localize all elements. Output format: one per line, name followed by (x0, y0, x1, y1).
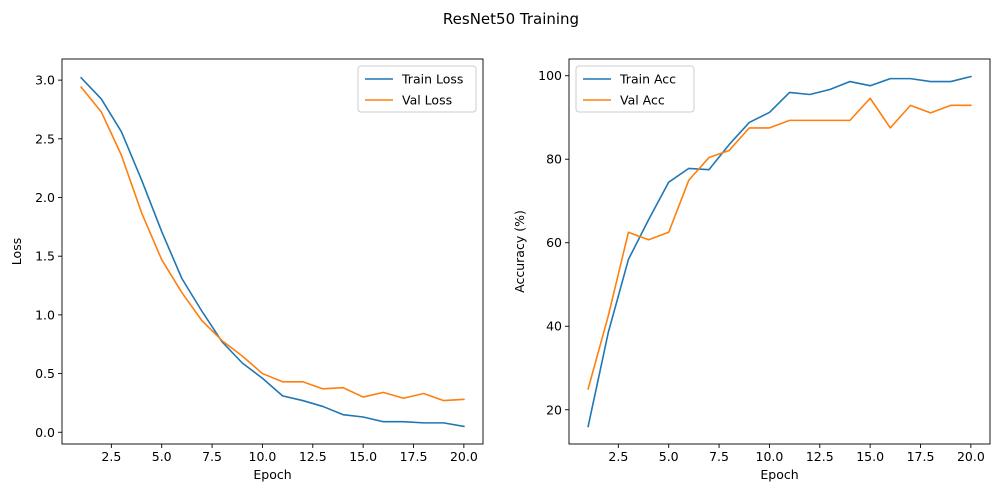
loss-y-tick-label: 3.0 (35, 73, 55, 88)
loss-y-axis-label: Loss (9, 238, 24, 265)
loss-x-tick-label: 20.0 (450, 449, 478, 464)
loss-x-axis-label: Epoch (253, 467, 291, 482)
acc-series-line-val-acc (587, 97, 972, 390)
acc-y-tick-label: 80 (546, 152, 562, 167)
loss-y-tick-label: 1.0 (35, 307, 55, 322)
loss-y-tick-label: 2.0 (35, 190, 55, 205)
loss-x-tick-label: 10.0 (249, 449, 277, 464)
acc-x-tick-label: 15.0 (856, 449, 884, 464)
acc-x-tick-label: 5.0 (659, 449, 679, 464)
acc-y-tick-label: 20 (546, 402, 562, 417)
loss-y-tick-label: 0.5 (35, 366, 55, 381)
acc-axes-frame (568, 58, 991, 445)
loss-x-tick-label: 12.5 (299, 449, 327, 464)
loss-legend-label: Val Loss (402, 93, 452, 108)
acc-x-tick-label: 7.5 (709, 449, 729, 464)
loss-x-tick-label: 5.0 (152, 449, 172, 464)
acc-y-tick-label: 40 (546, 319, 562, 334)
accuracy-chart-panel: 2.5 5.0 7.5 10.0 12.5 15.0 17.5 20.0 20 40 60 80 100… (512, 58, 991, 482)
loss-chart-panel: 2.5 5.0 7.5 10.0 12.5 15.0 17.5 20.0 0.0 0.5 1.0 1.… (9, 58, 484, 482)
loss-y-tick-label: 1.5 (35, 249, 55, 264)
acc-y-axis-label: Accuracy (%) (512, 210, 527, 293)
acc-x-tick-label: 12.5 (806, 449, 834, 464)
loss-x-tick-label: 2.5 (101, 449, 121, 464)
loss-x-tick-label: 7.5 (202, 449, 222, 464)
acc-x-tick-label: 17.5 (907, 449, 935, 464)
loss-series-line-val-loss (80, 86, 465, 402)
acc-y-tick-label: 100 (538, 68, 562, 83)
acc-series-line-train-acc (587, 75, 972, 428)
acc-x-tick-label: 10.0 (756, 449, 784, 464)
loss-axes-frame (61, 58, 484, 445)
acc-x-axis-label: Epoch (760, 467, 798, 482)
loss-legend-label: Train Loss (401, 72, 463, 87)
loss-x-tick-label: 17.5 (400, 449, 428, 464)
loss-series-line-train-loss (80, 76, 465, 428)
loss-y-tick-label: 0.0 (35, 425, 55, 440)
loss-x-tick-label: 15.0 (349, 449, 377, 464)
acc-x-tick-label: 20.0 (957, 449, 985, 464)
acc-legend-label: Val Acc (620, 93, 665, 108)
acc-legend-label: Train Acc (619, 72, 676, 87)
figure-suptitle: ResNet50 Training (443, 10, 579, 28)
acc-x-tick-label: 2.5 (608, 449, 628, 464)
acc-y-tick-label: 60 (546, 235, 562, 250)
loss-y-tick-label: 2.5 (35, 131, 55, 146)
